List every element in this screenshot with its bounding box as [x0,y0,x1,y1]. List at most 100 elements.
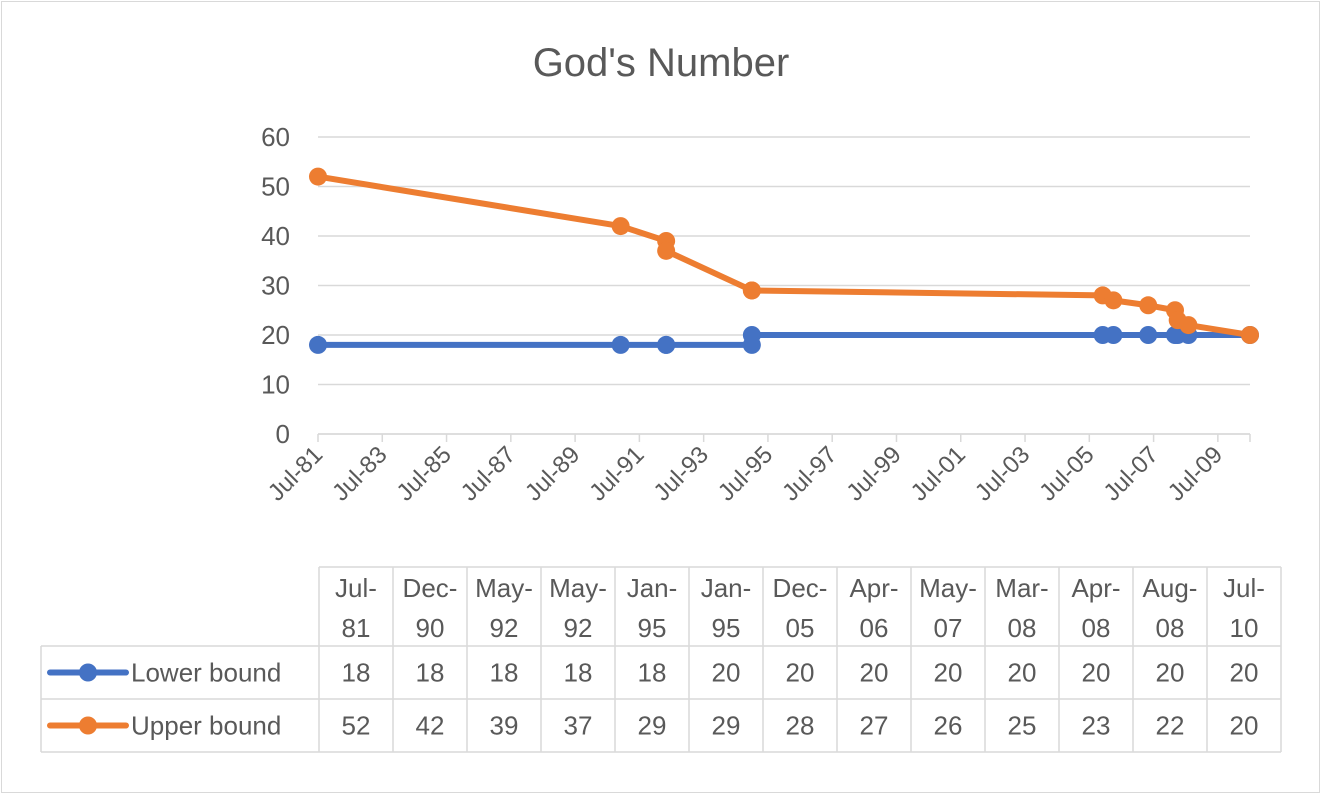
y-axis: 0 10 20 30 40 50 60 [261,122,290,449]
table-header-cell: 07 [934,613,963,643]
x-tick-label: Jul-93 [649,441,714,506]
x-tick-label: Jul-81 [263,441,328,506]
table-cell: 18 [638,658,667,688]
y-tick-label: 50 [261,172,290,202]
upper-bound-legend-label: Upper bound [131,711,281,741]
table-cell: 22 [1156,711,1185,741]
table-header-cell: May- [475,573,533,603]
table-header-cell: 08 [1156,613,1185,643]
lower-bound-point [657,335,676,354]
x-tick-label: Jul-03 [970,441,1035,506]
table-cell: 18 [564,658,593,688]
table-header-cell: May- [919,573,977,603]
table-cell: 20 [1082,658,1111,688]
lower-bound-point [611,335,630,354]
table-cell: 20 [934,658,963,688]
upper-bound-point [1241,326,1259,344]
upper-bound-point [1104,291,1123,310]
table-cell: 20 [1156,658,1185,688]
table-cell: 28 [786,711,815,741]
upper-bound-point [309,167,327,186]
table-header-cell: 90 [416,613,445,643]
table-header-cell: Dec- [773,573,828,603]
table-cell: 18 [490,658,519,688]
y-tick-label: 30 [261,271,290,301]
table-cell: 25 [1008,711,1037,741]
table-cell: 20 [1008,658,1037,688]
y-tick-label: 0 [276,419,290,449]
y-tick-label: 40 [261,221,290,251]
table-cell: 39 [490,711,519,741]
table-cell: 20 [860,658,889,688]
table-cell: 26 [934,711,963,741]
table-header-cell: 92 [564,613,593,643]
table-cell: 20 [1230,711,1259,741]
table-header-cell: Apr- [1071,573,1120,603]
table-header-cell: Apr- [849,573,898,603]
table-cell: 37 [564,711,593,741]
upper-bound-point [1139,296,1158,315]
table-header-cell: 95 [638,613,667,643]
x-tick-label: Jul-05 [1034,441,1099,506]
table-cell: 18 [342,658,371,688]
x-axis: Jul-81Jul-83Jul-85Jul-87Jul-89Jul-91Jul-… [263,433,1251,506]
table-header-cell: 92 [490,613,519,643]
lower-bound-point [309,335,327,354]
x-tick-label: Jul-09 [1163,441,1228,506]
gridlines [318,136,1250,435]
upper-bound-point [611,217,630,236]
table-header-cell: 95 [712,613,741,643]
lower-bound-legend-label: Lower bound [131,658,281,688]
x-tick-label: Jul-91 [584,441,649,506]
upper-bound-point [657,241,676,260]
lower-bound-point [742,326,761,344]
table-header-cell: Jan- [627,573,678,603]
table-cell: 20 [712,658,741,688]
x-tick-label: Jul-07 [1099,441,1164,506]
table-cell: 42 [416,711,445,741]
table-header-cell: May- [549,573,607,603]
x-tick-label: Jul-01 [906,441,971,506]
y-tick-label: 10 [261,370,290,400]
x-tick-label: Jul-87 [456,441,521,506]
x-tick-label: Jul-85 [391,441,456,506]
table-header-cell: Jul- [1223,573,1265,603]
x-tick-label: Jul-97 [777,441,842,506]
table-cell: 27 [860,711,889,741]
y-tick-label: 20 [261,320,290,350]
plot-area [309,167,1259,354]
table-cell: 20 [786,658,815,688]
x-tick-label: Jul-99 [841,441,906,506]
table-cell: 29 [712,711,741,741]
chart-title: God's Number [533,41,790,85]
table-cell: 23 [1082,711,1111,741]
table-header-cell: 08 [1082,613,1111,643]
upper-bound-point [1179,316,1198,335]
lower-bound-legend-marker [79,663,97,682]
table-cell: 29 [638,711,667,741]
upper-bound-legend-marker [79,716,97,735]
lower-bound-point [1104,326,1123,344]
x-tick-label: Jul-95 [713,441,778,506]
upper-bound-point [742,281,761,300]
table-header-cell: 08 [1008,613,1037,643]
table-header-cell: Jul- [335,573,377,603]
table-header-cell: Dec- [403,573,458,603]
upper-bound-line [315,173,1253,338]
lower-bound-point [1139,326,1158,344]
table-header-cell: Jan- [701,573,752,603]
table-header-cell: 10 [1230,613,1259,643]
x-tick-label: Jul-89 [520,441,585,506]
table-header-cell: Mar- [995,573,1048,603]
table-header-cell: Aug- [1143,573,1198,603]
table-cell: 18 [416,658,445,688]
y-tick-label: 60 [261,122,290,152]
table-cell: 52 [342,711,371,741]
table-header-cell: 81 [342,613,371,643]
x-tick-label: Jul-83 [327,441,392,506]
table-header-cell: 05 [786,613,815,643]
table-cell: 20 [1230,658,1259,688]
table-header-cell: 06 [860,613,889,643]
